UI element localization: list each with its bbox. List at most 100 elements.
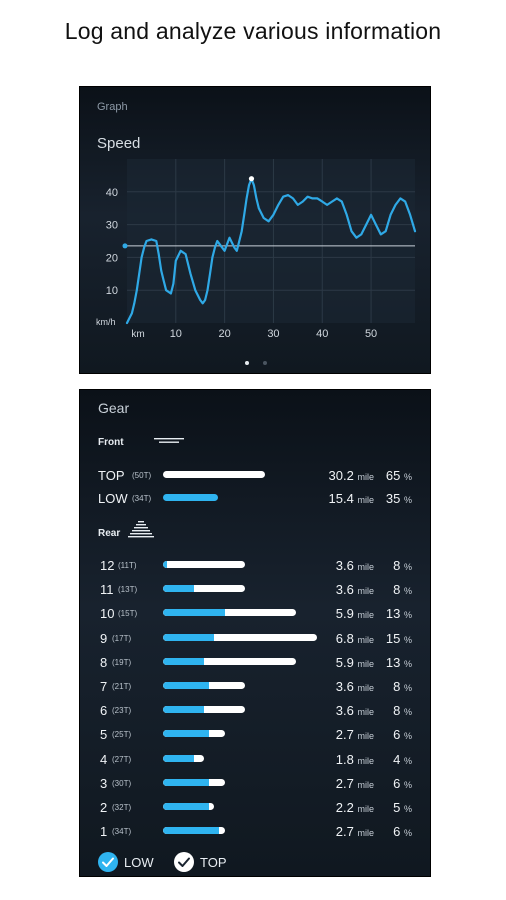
gear-distance: 5.9	[335, 654, 354, 670]
plot-area	[127, 159, 415, 323]
x-tick-label: 10	[170, 328, 182, 340]
gear-percent: 4	[393, 751, 401, 767]
gear-usage-bar	[163, 682, 246, 689]
gear-number: 11	[100, 582, 114, 598]
gear-low-fill	[163, 585, 194, 593]
gear-distance: 2.7	[335, 824, 354, 840]
gear-stat: 2.2 mile 5 %	[336, 800, 412, 815]
x-tick-label: 30	[267, 328, 279, 340]
distance-unit: mile	[357, 779, 374, 790]
percent-sign: %	[403, 586, 412, 597]
gear-low-fill	[163, 633, 215, 641]
front-label: Front	[98, 437, 124, 448]
distance-unit: mile	[357, 610, 374, 621]
gear-distance: 1.8	[335, 751, 354, 767]
y-tick-label: 20	[106, 252, 118, 264]
gear-percent: 15	[385, 630, 401, 646]
gear-teeth: (11T)	[118, 561, 137, 570]
percent-sign: %	[403, 779, 412, 790]
gear-low-fill	[163, 754, 194, 762]
headline: Log and analyze various information	[64, 18, 442, 44]
distance-unit: mile	[357, 658, 374, 669]
distance-unit: mile	[357, 634, 374, 645]
gear-stat: 15.4 mile 35 %	[329, 491, 412, 506]
top-check-icon[interactable]	[174, 852, 194, 872]
gear-row: 4 (27T) 1.8 mile 4 %	[80, 751, 432, 771]
percent-sign: %	[403, 634, 412, 645]
gear-number: 12	[100, 558, 115, 573]
gear-distance: 3.6	[335, 582, 354, 598]
gear-stat: 3.6 mile 8 %	[336, 679, 412, 694]
rear-section-label: Rear	[98, 521, 154, 539]
percent-sign: %	[403, 562, 412, 572]
gear-number: 5	[100, 727, 108, 743]
gear-distance: 15.4	[328, 491, 354, 506]
low-check-icon[interactable]	[98, 852, 118, 872]
gear-row: 12 (11T) 3.6 mile 8 %	[80, 557, 432, 577]
graph-panel[interactable]: Graph Speed 10 20 30 40 10 20 30 40 50 km/h km	[79, 86, 431, 374]
gear-usage-bar	[163, 609, 297, 617]
y-axis-label: km/h	[96, 317, 116, 327]
gear-panel: Gear Front Rear LOW	[79, 389, 431, 877]
pager-dots[interactable]	[80, 352, 432, 370]
gear-stat: 2.7 mile 6 %	[336, 776, 412, 791]
distance-unit: mile	[357, 683, 374, 693]
legend-top-label: TOP	[200, 855, 227, 870]
percent-sign: %	[403, 683, 412, 693]
distance-unit: mile	[357, 586, 374, 597]
y-tick-label: 30	[106, 220, 118, 232]
gear-stat: 3.6 mile 8 %	[336, 703, 412, 718]
gear-row: 7 (21T) 3.6 mile 8 %	[80, 678, 432, 698]
gear-row: 9 (17T) 6.8 mile 15 %	[80, 630, 432, 650]
gear-usage-bar	[163, 633, 317, 641]
y-tick-label: 10	[106, 285, 118, 297]
gear-distance: 30.2	[328, 468, 354, 483]
gear-teeth: (34T)	[112, 827, 132, 837]
gear-row: 3 (30T) 2.7 mile 6 %	[80, 775, 432, 795]
gear-usage-bar	[163, 561, 246, 568]
percent-sign: %	[403, 731, 412, 742]
gear-number: 8	[100, 654, 108, 670]
percent-sign: %	[403, 472, 412, 482]
front-section-label: Front	[98, 437, 184, 448]
gear-teeth: (25T)	[112, 730, 132, 740]
distance-unit: mile	[357, 495, 374, 505]
gear-number: 3	[100, 775, 108, 791]
gear-percent: 8	[393, 703, 401, 719]
legend-low-label: LOW	[124, 855, 154, 870]
percent-sign: %	[403, 610, 412, 621]
gear-row: 11 (13T) 3.6 mile 8 %	[80, 581, 432, 601]
gear-percent: 8	[393, 679, 401, 694]
gear-teeth: (27T)	[112, 754, 132, 764]
gear-number: TOP	[98, 468, 125, 483]
gear-number: 10	[100, 606, 115, 622]
gear-row: 2 (32T) 2.2 mile 5 %	[80, 799, 432, 819]
gear-number: 6	[100, 703, 108, 719]
speed-series-line	[125, 177, 417, 325]
gear-usage-bar	[163, 706, 246, 714]
max-speed-marker	[248, 176, 255, 182]
percent-sign: %	[403, 804, 412, 814]
gear-teeth: (13T)	[118, 585, 138, 595]
gear-low-fill	[163, 682, 210, 689]
front-chainring-icon	[154, 438, 184, 443]
x-tick-label: 20	[219, 328, 231, 340]
gear-stat: 2.7 mile 6 %	[336, 727, 412, 742]
gear-percent: 6	[393, 775, 401, 791]
x-axis-label: km	[131, 329, 144, 340]
gear-percent: 13	[385, 654, 401, 670]
pager-dot-2[interactable]	[263, 361, 267, 365]
gear-teeth: (34T)	[132, 494, 152, 503]
average-marker	[122, 243, 128, 249]
rear-label: Rear	[98, 528, 121, 539]
x-tick-label: 50	[365, 328, 377, 340]
gear-title: Gear	[98, 400, 130, 416]
gear-usage-bar	[163, 730, 225, 738]
chart-title: Speed	[97, 135, 141, 152]
graph-panel-label: Graph	[97, 101, 128, 113]
distance-unit: mile	[357, 707, 374, 718]
gear-usage-bar	[163, 778, 225, 786]
pager-dot-1[interactable]	[245, 361, 249, 365]
percent-sign: %	[403, 707, 412, 718]
distance-unit: mile	[357, 731, 374, 742]
